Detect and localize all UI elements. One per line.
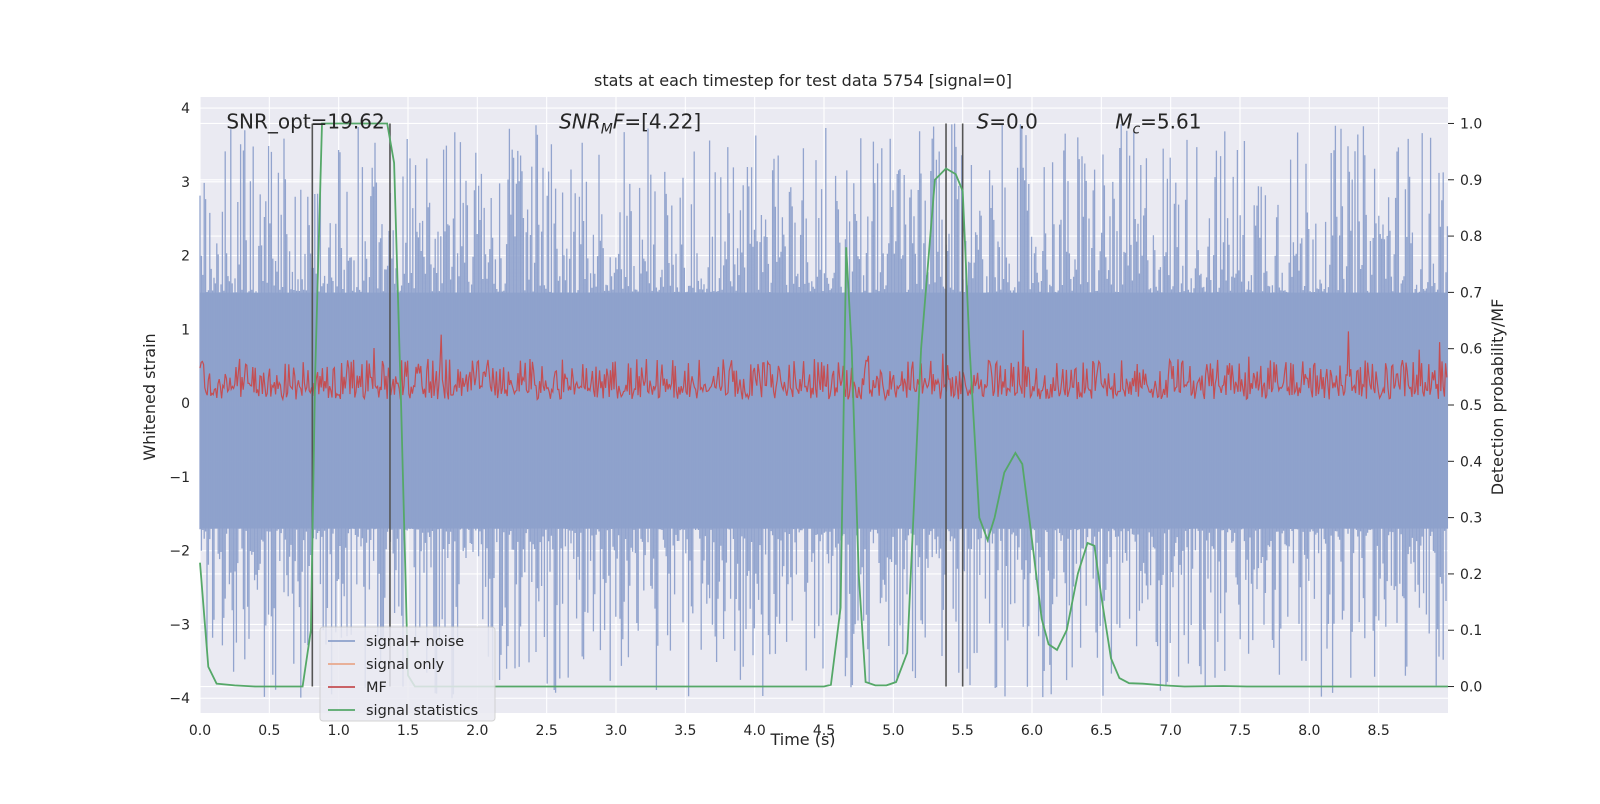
legend-label: signal+ noise	[366, 634, 464, 650]
x-tick-label: 8.0	[1298, 723, 1320, 739]
y2-tick-label: 0.3	[1460, 511, 1482, 527]
x-tick-label: 0.0	[189, 723, 211, 739]
legend-label: signal statistics	[366, 703, 478, 719]
y2-tick-label: 0.9	[1460, 173, 1482, 189]
y-tick-label: 0	[181, 396, 190, 412]
annotation-text: S=0.0	[977, 109, 1038, 133]
annotation-text: SNR_opt=19.62	[226, 109, 384, 133]
x-tick-label: 7.5	[1229, 723, 1251, 739]
axis-ticks: 0.0 0.5 1.0 1.5 2.0 2.5 3.0 3.5 4.0 4.5 5.0 5.5 6.0 6…	[169, 101, 1482, 739]
y-tick-label: −1	[169, 470, 190, 486]
y-tick-label: −3	[169, 617, 190, 633]
y-tick-label: 2	[181, 249, 190, 265]
y2-axis-label: Detection probability/MF	[1488, 299, 1507, 496]
chart-title: stats at each timestep for test data 575…	[594, 71, 1012, 90]
x-axis-label: Time (s)	[769, 730, 835, 749]
x-tick-label: 5.5	[952, 723, 974, 739]
series-signal-statistics	[199, 122, 1448, 688]
y-tick-label: 3	[181, 175, 190, 191]
annotation-text: SNRMF=[4.22]	[559, 109, 701, 137]
legend: signal+ noise signal only MF signal statist…	[319, 626, 496, 722]
legend-label: signal only	[366, 657, 445, 673]
y-tick-label: 1	[181, 322, 190, 338]
vertical-markers	[311, 123, 964, 687]
x-tick-label: 2.0	[466, 723, 488, 739]
y2-tick-label: 0.7	[1460, 285, 1482, 301]
x-tick-label: 1.0	[328, 723, 350, 739]
y-tick-label: 4	[181, 101, 190, 117]
x-tick-label: 1.5	[397, 723, 419, 739]
y2-tick-label: 1.0	[1460, 116, 1482, 132]
x-tick-label: 3.5	[674, 723, 696, 739]
y2-tick-label: 0.6	[1460, 342, 1482, 358]
legend-label: MF	[366, 680, 387, 696]
y2-tick-label: 0.0	[1460, 680, 1482, 696]
y2-tick-label: 0.2	[1460, 567, 1482, 583]
annotations: SNR_opt=19.62 SNRMF=[4.22] S=0.0 Mc=5.61	[226, 109, 1201, 137]
series-signal-noise	[199, 123, 1449, 699]
x-tick-label: 2.5	[536, 723, 558, 739]
y2-tick-label: 0.1	[1460, 623, 1482, 639]
legend-box	[319, 626, 496, 722]
x-tick-label: 6.5	[1090, 723, 1112, 739]
x-tick-label: 8.5	[1368, 723, 1390, 739]
mf-trace	[199, 330, 1448, 402]
annotation-text: Mc=5.61	[1115, 109, 1201, 137]
y-tick-label: −2	[169, 544, 190, 560]
y-axis-label: Whitened strain	[140, 333, 159, 460]
x-tick-label: 7.0	[1160, 723, 1182, 739]
x-tick-label: 0.5	[258, 723, 280, 739]
x-tick-label: 5.0	[882, 723, 904, 739]
y2-tick-label: 0.8	[1460, 229, 1482, 245]
y2-tick-label: 0.4	[1460, 454, 1482, 470]
x-tick-label: 4.0	[744, 723, 766, 739]
y-tick-label: −4	[169, 691, 190, 707]
x-tick-label: 3.0	[605, 723, 627, 739]
y2-tick-label: 0.5	[1460, 398, 1482, 414]
x-tick-label: 4.5	[813, 723, 835, 739]
signal-statistics-line	[199, 122, 1448, 688]
series-mf	[199, 330, 1448, 402]
x-tick-label: 6.0	[1021, 723, 1043, 739]
